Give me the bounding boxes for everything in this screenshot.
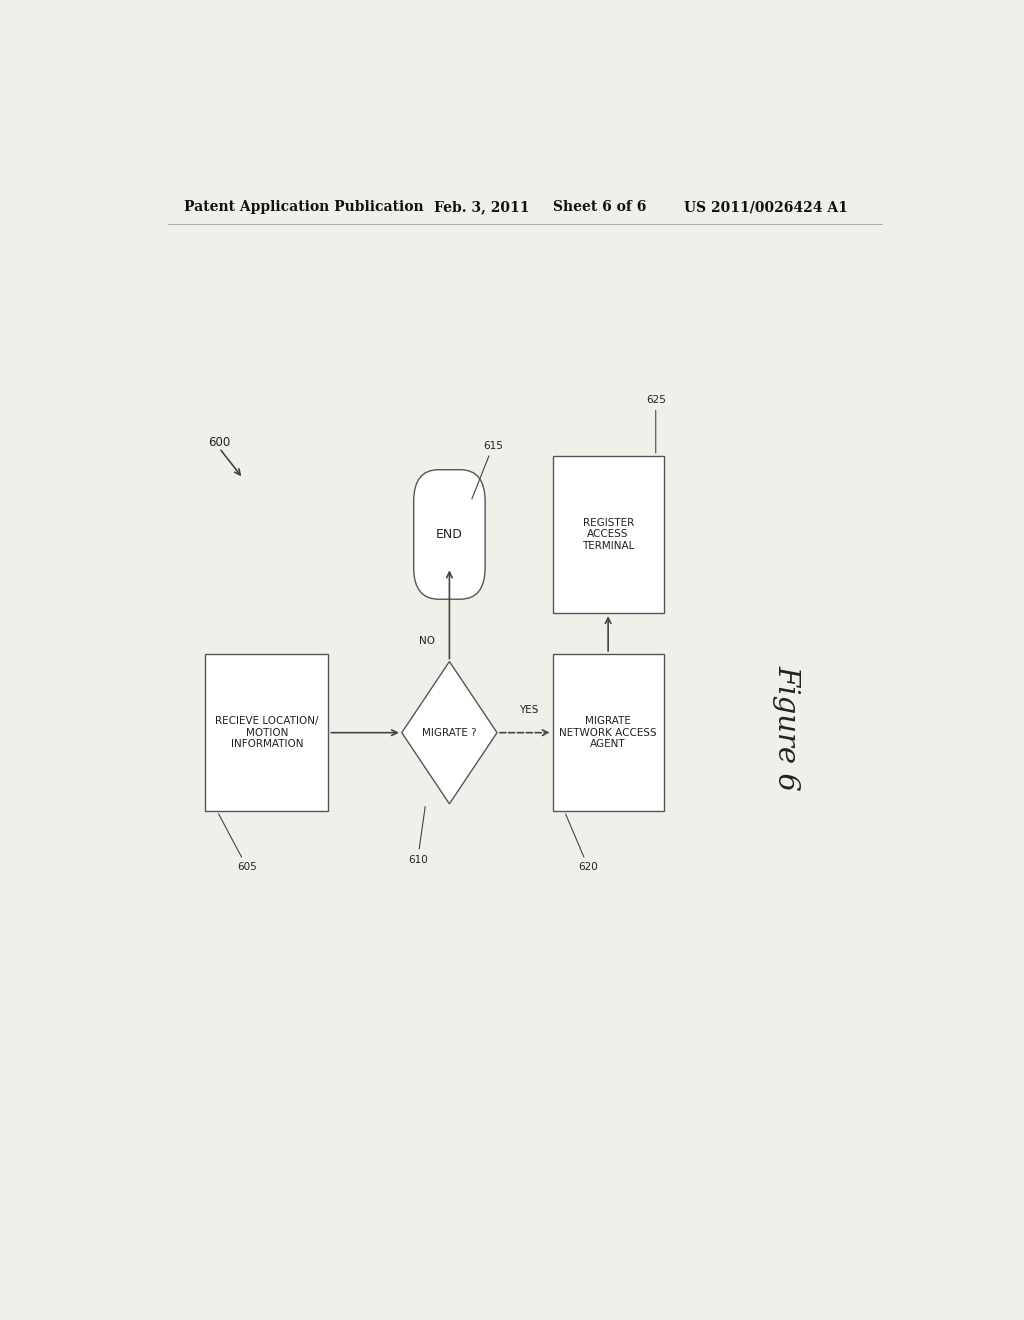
Text: MIGRATE ?: MIGRATE ? [422, 727, 477, 738]
Text: Patent Application Publication: Patent Application Publication [183, 201, 423, 214]
FancyBboxPatch shape [553, 653, 664, 812]
Text: 610: 610 [408, 807, 428, 865]
Text: 605: 605 [218, 814, 257, 873]
FancyBboxPatch shape [206, 653, 329, 812]
Text: RECIEVE LOCATION/
MOTION
INFORMATION: RECIEVE LOCATION/ MOTION INFORMATION [215, 715, 318, 750]
Text: END: END [436, 528, 463, 541]
Text: MIGRATE
NETWORK ACCESS
AGENT: MIGRATE NETWORK ACCESS AGENT [559, 715, 657, 750]
Text: 615: 615 [472, 441, 503, 499]
Text: 625: 625 [646, 395, 666, 453]
Text: Feb. 3, 2011: Feb. 3, 2011 [433, 201, 529, 214]
Text: Figure 6: Figure 6 [773, 665, 801, 791]
Text: US 2011/0026424 A1: US 2011/0026424 A1 [684, 201, 848, 214]
Text: REGISTER
ACCESS
TERMINAL: REGISTER ACCESS TERMINAL [582, 517, 634, 550]
Text: NO: NO [419, 636, 435, 647]
Polygon shape [401, 661, 497, 804]
FancyBboxPatch shape [553, 455, 664, 614]
Text: 620: 620 [565, 814, 598, 873]
Text: YES: YES [519, 705, 539, 715]
Text: 600: 600 [208, 437, 230, 450]
Text: Sheet 6 of 6: Sheet 6 of 6 [553, 201, 646, 214]
FancyBboxPatch shape [414, 470, 485, 599]
